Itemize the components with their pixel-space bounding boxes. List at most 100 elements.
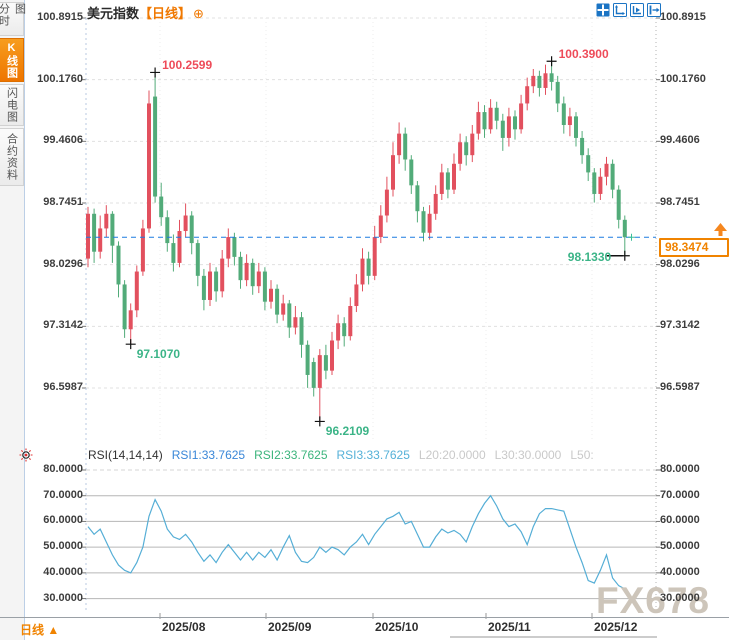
candle-body bbox=[415, 185, 420, 212]
x-axis-label: 2025/08 bbox=[162, 620, 206, 634]
sidebar-tab-2[interactable]: K线图 bbox=[0, 38, 24, 82]
period-selector[interactable]: 日线 ▲ bbox=[20, 623, 60, 637]
candle-body bbox=[317, 355, 322, 388]
candle-body bbox=[592, 172, 597, 194]
candle-body bbox=[177, 231, 182, 263]
candle-body bbox=[543, 73, 548, 88]
candle-body bbox=[220, 258, 225, 292]
candle-body bbox=[86, 213, 90, 259]
candle-body bbox=[165, 217, 170, 244]
candle-body bbox=[98, 228, 103, 252]
price-annotation: 97.1070 bbox=[136, 347, 181, 362]
zoom-axis-x-icon[interactable] bbox=[613, 3, 627, 17]
rsi1-value: RSI1:33.7625 bbox=[171, 448, 246, 462]
rsi-l20: L20:20.0000 bbox=[418, 448, 486, 462]
price-axis-label-left: 96.5987 bbox=[43, 380, 83, 393]
candle-body bbox=[421, 211, 426, 233]
candle-body bbox=[275, 288, 280, 315]
indicator-settings-icon[interactable] bbox=[19, 448, 33, 462]
candle-body bbox=[482, 112, 487, 130]
candle-body bbox=[604, 163, 609, 177]
candle-body bbox=[452, 163, 456, 190]
chart-scrollbar[interactable] bbox=[450, 636, 657, 638]
candle-body bbox=[262, 271, 267, 302]
rsi-axis-label-right: 30.0000 bbox=[660, 591, 700, 604]
scroll-to-latest-icon[interactable] bbox=[712, 222, 729, 238]
candle-body bbox=[433, 193, 438, 214]
add-indicator-icon[interactable]: ⊕ bbox=[193, 6, 204, 21]
candle-body bbox=[525, 86, 530, 104]
candle-body bbox=[250, 262, 255, 287]
rsi-header: RSI(14,14,14) RSI1:33.7625 RSI2:33.7625 RSI… bbox=[88, 448, 603, 462]
candle-body bbox=[494, 107, 499, 121]
candle-body bbox=[366, 258, 371, 276]
price-axis-label-right: 98.0296 bbox=[660, 257, 700, 270]
price-axis-label-left: 98.7451 bbox=[43, 195, 83, 208]
price-axis-label-left: 99.4606 bbox=[43, 134, 83, 147]
candle-body bbox=[439, 172, 444, 194]
candle-body bbox=[330, 340, 334, 371]
candle-body bbox=[397, 133, 402, 156]
price-annotation: 98.1330 bbox=[567, 249, 612, 264]
candle-body bbox=[153, 96, 158, 197]
extreme-cross-marker bbox=[150, 67, 161, 78]
candle-body bbox=[323, 355, 328, 371]
price-axis-label-right: 97.3142 bbox=[660, 319, 700, 332]
x-axis-label: 2025/12 bbox=[594, 620, 638, 634]
period-label: 【日线】 bbox=[139, 6, 192, 21]
candle-body bbox=[549, 73, 554, 82]
candle-body bbox=[458, 142, 463, 164]
candle-body bbox=[214, 271, 219, 292]
rsi-axis-label-left: 40.0000 bbox=[43, 565, 83, 578]
x-axis-label: 2025/09 bbox=[268, 620, 312, 634]
candle-body bbox=[488, 107, 493, 130]
candle-body bbox=[476, 112, 481, 134]
candle-body bbox=[140, 228, 145, 272]
zoom-axis-y-icon[interactable] bbox=[630, 3, 644, 17]
symbol-name: 美元指数 bbox=[87, 6, 140, 21]
price-axis-label-left: 100.8915 bbox=[37, 11, 83, 23]
sidebar-tab-3[interactable]: 闪电图 bbox=[0, 84, 24, 126]
candle-body bbox=[470, 133, 475, 156]
candle-body bbox=[378, 215, 383, 238]
candle-body bbox=[384, 189, 389, 216]
page-title: 美元指数【日线】 ⊕ bbox=[87, 3, 204, 22]
candle-body bbox=[519, 103, 524, 130]
rsi-l50: L50: bbox=[570, 448, 594, 462]
rsi-label: RSI(14,14,14) bbox=[88, 448, 163, 462]
candle-body bbox=[256, 271, 261, 287]
extreme-cross-marker bbox=[125, 339, 136, 350]
pan-icon[interactable] bbox=[596, 3, 610, 17]
rsi-axis-label-left: 80.0000 bbox=[43, 463, 83, 475]
candle-body bbox=[403, 133, 408, 160]
candle-body bbox=[513, 116, 517, 130]
price-axis-label-left: 98.0296 bbox=[43, 257, 83, 270]
candle-body bbox=[183, 215, 188, 232]
candle-body bbox=[445, 172, 450, 190]
candle-body bbox=[500, 120, 505, 138]
candle-body bbox=[128, 310, 133, 330]
candle-body bbox=[616, 189, 621, 220]
candle-body bbox=[598, 176, 603, 194]
rsi-axis-label-left: 60.0000 bbox=[43, 514, 83, 527]
sidebar-tab-4[interactable]: 合约资料 bbox=[0, 128, 24, 186]
candle-body bbox=[409, 159, 414, 186]
price-axis-label-right: 99.4606 bbox=[660, 134, 700, 147]
candle-body bbox=[506, 116, 511, 138]
candle-body bbox=[311, 362, 316, 388]
candle-body bbox=[464, 142, 469, 156]
rsi-l30: L30:30.0000 bbox=[494, 448, 562, 462]
candle-body bbox=[226, 237, 231, 259]
latest-bar-marker bbox=[628, 233, 635, 241]
x-axis-label: 2025/11 bbox=[488, 620, 531, 634]
exit-icon[interactable] bbox=[647, 3, 661, 17]
candle-body bbox=[360, 258, 365, 285]
sidebar-tab-1[interactable]: 分时图 bbox=[0, 2, 26, 36]
rsi-axis-label-right: 40.0000 bbox=[660, 565, 700, 578]
extreme-cross-marker bbox=[546, 56, 557, 67]
candle-body bbox=[567, 116, 572, 126]
rsi-axis-label-left: 50.0000 bbox=[43, 540, 83, 553]
rsi2-value: RSI2:33.7625 bbox=[254, 448, 328, 462]
